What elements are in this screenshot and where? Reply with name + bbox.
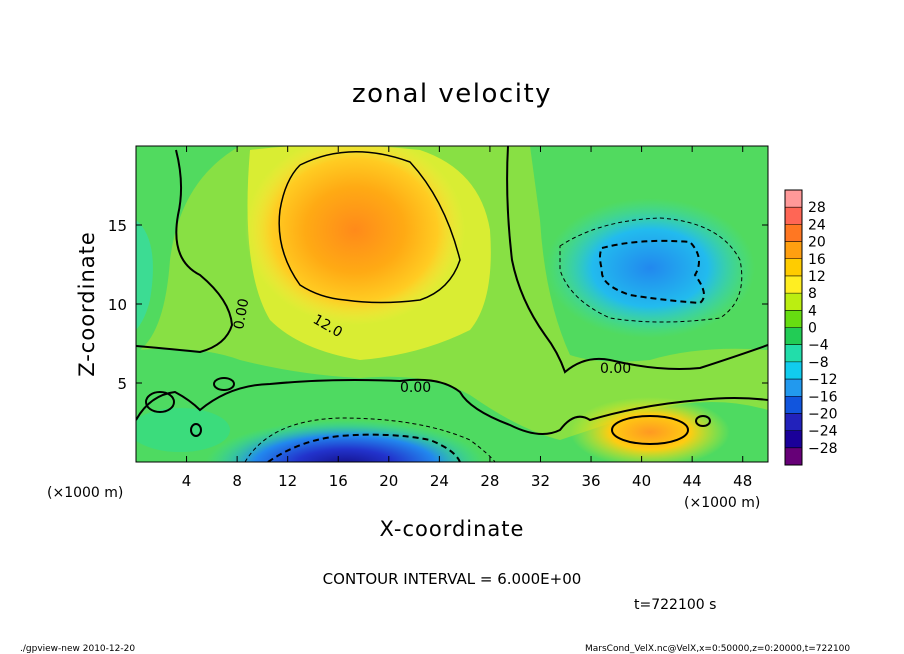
contour-label-left: 0.00	[231, 297, 252, 330]
colorbar-label-4: 12	[808, 269, 826, 285]
contour-thin-dashed	[559, 217, 743, 323]
colorbar-swatch-7	[785, 310, 802, 328]
x-axis-label: X-coordinate	[380, 517, 525, 541]
x-tick-label-44: 44	[683, 472, 702, 490]
contour-lower-right-max	[611, 415, 689, 445]
colorbar-swatch-13	[785, 413, 802, 432]
left-cyan-patch	[136, 220, 153, 330]
x-tick-label-28: 28	[480, 472, 499, 490]
contour-twelve	[278, 150, 461, 304]
contour-interval: CONTOUR INTERVAL = 6.000E+00	[323, 570, 582, 588]
colorbar-swatch-4	[785, 258, 802, 277]
x-unit-left: (×1000 m)	[47, 485, 123, 501]
plot-area: 0.00 12.0 0.00 0.00	[136, 146, 768, 462]
contour-neg-dashed-top	[599, 239, 705, 305]
contour-small-left-2	[145, 391, 175, 413]
contour-small-right	[695, 415, 711, 427]
colorbar-swatch-5	[785, 275, 802, 294]
x-tick-label-8: 8	[232, 472, 242, 490]
contour-zero-middle	[136, 378, 768, 435]
contour-label-lower: 0.00	[400, 380, 431, 396]
upper-right-min	[545, 198, 755, 338]
chart-title: zonal velocity	[352, 79, 552, 109]
contour-zero-right	[506, 146, 768, 374]
colorbar-label-1: 24	[808, 217, 826, 233]
colorbar-label-11: −16	[808, 389, 838, 405]
lower-right-max	[570, 397, 730, 462]
x-tick-label-24: 24	[430, 472, 449, 490]
contour-label-right: 0.00	[600, 361, 631, 377]
colorbar-swatch-15	[785, 447, 802, 466]
colorbar-label-2: 20	[808, 235, 826, 251]
surface-min	[205, 420, 485, 462]
x-axis-ticks: 4 8 12 16 20 24 28 32 36 40 44 48	[182, 146, 752, 490]
colorbar-label-14: −28	[808, 441, 838, 457]
x-tick-label-32: 32	[531, 472, 550, 490]
footer-left: ./gpview-new 2010-12-20	[20, 644, 135, 654]
colorbar-label-6: 4	[808, 303, 817, 319]
colorbar-label-8: −4	[808, 338, 829, 354]
contour-thin-dashed-2	[244, 417, 496, 462]
y-axis-ticks: 5 10 15	[108, 217, 768, 393]
colorbar-swatch-8	[785, 327, 802, 346]
contour-zero-left	[136, 149, 234, 354]
footer-right: MarsCond_VelX.nc@VelX,x=0:50000,z=0:2000…	[585, 644, 850, 654]
colorbar-label-9: −8	[808, 355, 829, 371]
y-tick-label-15: 15	[108, 217, 127, 235]
y-axis-label: Z-coordinate	[75, 231, 99, 377]
colorbar-swatch-3	[785, 241, 802, 260]
colorbar-swatch-14	[785, 430, 802, 449]
contour-lines	[136, 146, 768, 462]
colorbar-swatch-1	[785, 207, 802, 225]
x-unit-right: (×1000 m)	[684, 495, 760, 511]
colorbar-label-0: 28	[808, 200, 826, 216]
colorbar-label-7: 0	[808, 321, 817, 337]
y-tick-label-5: 5	[117, 375, 127, 393]
x-tick-label-40: 40	[632, 472, 651, 490]
x-tick-label-48: 48	[733, 472, 752, 490]
contour-small-left-1	[213, 377, 235, 391]
colorbar-swatch-11	[785, 379, 802, 397]
left-green-band	[136, 146, 240, 350]
colorbar-label-12: −20	[808, 406, 838, 422]
colorbar-swatch-9	[785, 344, 802, 363]
colorbar-label-5: 8	[808, 286, 817, 302]
contour-small-left-3	[190, 423, 202, 437]
time-label: t=722100 s	[634, 597, 716, 613]
jet-max	[245, 146, 465, 325]
colorbar-label-10: −12	[808, 372, 838, 388]
x-tick-label-16: 16	[329, 472, 348, 490]
colorbar-swatch-2	[785, 224, 802, 242]
lower-left-blob	[136, 408, 230, 452]
colorbar-label-13: −24	[808, 424, 838, 440]
x-tick-label-20: 20	[379, 472, 398, 490]
colorbar-swatch-10	[785, 361, 802, 380]
x-tick-label-12: 12	[278, 472, 297, 490]
y-tick-label-10: 10	[108, 296, 127, 314]
colorbar-swatch-12	[785, 396, 802, 414]
x-tick-label-36: 36	[581, 472, 600, 490]
colorbar-label-3: 16	[808, 252, 826, 268]
colorbar-swatch-0	[785, 190, 802, 208]
colorbar-swatch-6	[785, 293, 802, 311]
x-tick-label-4: 4	[182, 472, 192, 490]
contour-neg-dashed-bottom	[267, 433, 461, 462]
